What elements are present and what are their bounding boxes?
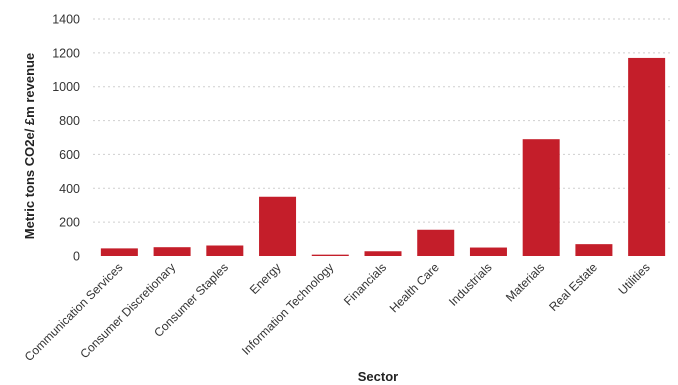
y-tick-label: 200: [59, 216, 80, 230]
y-tick-label: 1000: [52, 80, 80, 94]
y-tick-label: 800: [59, 114, 80, 128]
y-tick-label: 600: [59, 148, 80, 162]
y-tick-label: 0: [73, 250, 80, 264]
y-tick-label: 1200: [52, 46, 80, 60]
bar-financials: [364, 251, 402, 256]
x-tick-label: Health Care: [387, 260, 442, 315]
gridlines: [93, 18, 673, 223]
bar-information-technology: [311, 254, 349, 256]
x-tick-label: Financials: [341, 260, 389, 308]
x-tick-label: Communication Services: [22, 260, 126, 364]
bar-industrials: [469, 247, 507, 256]
bar-consumer-discretionary: [153, 247, 191, 256]
y-tick-labels: 0 200 400 600 800 1000 1200 1400: [52, 13, 80, 264]
bar-utilities: [628, 57, 666, 256]
y-axis-title: Metric tons CO2e/ £m revenue: [22, 53, 37, 239]
x-tick-label: Real Estate: [546, 260, 600, 314]
x-tick-label: Industrials: [446, 260, 495, 309]
x-tick-label: Materials: [503, 260, 547, 304]
bar-materials: [522, 139, 560, 256]
x-axis-title: Sector: [358, 369, 398, 384]
bar-health-care: [417, 229, 455, 256]
x-tick-label: Information Technology: [239, 260, 336, 357]
y-tick-label: 1400: [52, 13, 80, 27]
bar-consumer-staples: [206, 245, 244, 256]
x-tick-label: Consumer Discretionary: [77, 260, 178, 361]
x-tick-label: Utilities: [616, 260, 653, 297]
bar-communication-services: [100, 248, 138, 256]
bars: [100, 57, 666, 256]
x-tick-label: Energy: [247, 260, 284, 297]
bar-energy: [259, 196, 297, 256]
bar-real-estate: [575, 244, 613, 256]
y-tick-label: 400: [59, 182, 80, 196]
